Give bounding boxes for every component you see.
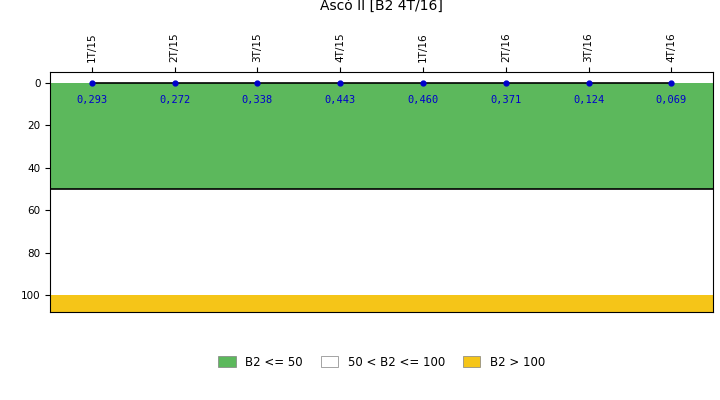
- Text: 0,460: 0,460: [408, 95, 438, 105]
- Title: Ascó II [B2 4T/16]: Ascó II [B2 4T/16]: [320, 0, 443, 12]
- Text: 0,069: 0,069: [656, 95, 687, 105]
- Text: 0,272: 0,272: [159, 95, 190, 105]
- Bar: [50, 189, 713, 295]
- Text: 0,338: 0,338: [242, 95, 273, 105]
- Text: 0,293: 0,293: [76, 95, 107, 105]
- Text: 0,443: 0,443: [325, 95, 356, 105]
- Text: 0,371: 0,371: [490, 95, 521, 105]
- Bar: [50, 83, 713, 189]
- Legend: B2 <= 50, 50 < B2 <= 100, B2 > 100: B2 <= 50, 50 < B2 <= 100, B2 > 100: [213, 351, 550, 373]
- Text: 0,124: 0,124: [573, 95, 604, 105]
- Bar: [50, 295, 713, 312]
